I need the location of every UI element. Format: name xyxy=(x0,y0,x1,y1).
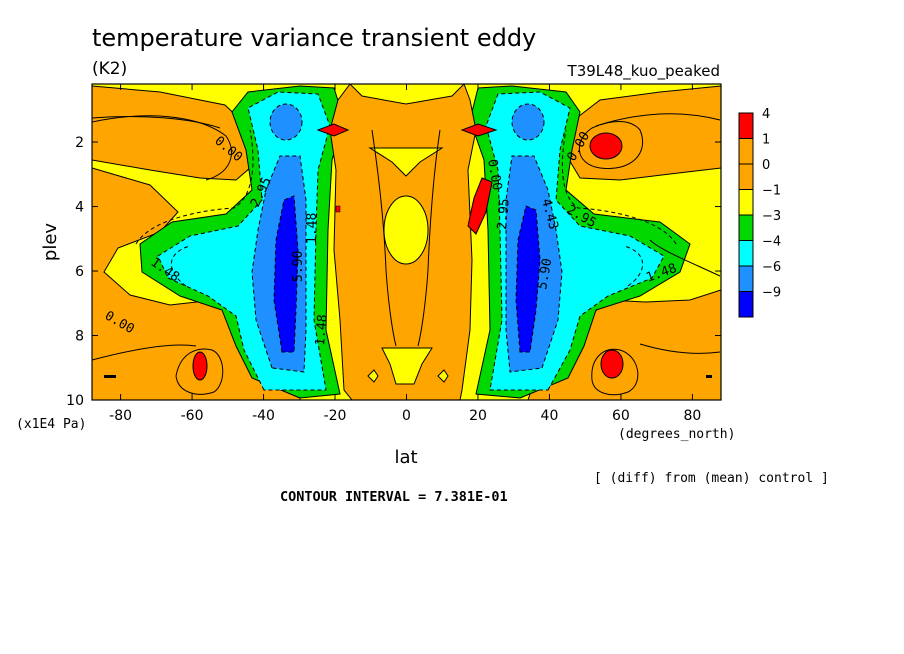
run-label: T39L48_kuo_peaked xyxy=(567,62,720,81)
colorbar-swatch xyxy=(738,189,754,216)
orange-region-nw xyxy=(92,85,251,181)
colorbar-label: −3 xyxy=(762,209,781,224)
deepblue-core-east xyxy=(515,205,541,353)
x-tick-label: -80 xyxy=(109,408,132,424)
colorbar-swatch xyxy=(738,291,754,318)
red-max-se xyxy=(600,349,624,379)
x-axis: -80 -60 -40 -20 0 20 40 60 80 xyxy=(109,84,701,424)
red-max-center-east xyxy=(460,123,498,137)
marker-west xyxy=(104,375,116,378)
y-tick-label: 8 xyxy=(75,329,84,345)
red-max-ne xyxy=(589,132,623,160)
x-tick-label: 40 xyxy=(541,408,559,424)
contour-line xyxy=(639,343,721,354)
contour-line xyxy=(92,115,221,129)
dashed-contours xyxy=(135,129,677,287)
contour-interval: CONTOUR INTERVAL = 7.381E-01 xyxy=(280,489,508,505)
y-axis-units: (x1E4 Pa) xyxy=(16,417,86,432)
colorbar-swatch xyxy=(738,163,754,190)
colorbar-swatch xyxy=(738,240,754,267)
x-tick-label: -40 xyxy=(252,408,275,424)
contour-line xyxy=(649,239,721,277)
yellow-wing-upper xyxy=(368,147,444,177)
contour-line xyxy=(623,245,644,287)
yellow-diamond-se xyxy=(437,369,449,383)
y-tick-label: 10 xyxy=(66,393,84,409)
contour-line xyxy=(561,129,677,245)
y-tick-label: 4 xyxy=(75,200,84,216)
yellow-cap-north xyxy=(349,84,465,105)
x-tick-label: -60 xyxy=(181,408,204,424)
blue-cap-west xyxy=(269,103,303,141)
colorbar: 4 1 0 −1 −3 −4 −6 −9 xyxy=(738,107,781,318)
contour-line xyxy=(591,348,639,396)
colorbar-swatch xyxy=(738,112,754,139)
colorbar-label: 0 xyxy=(762,158,770,173)
marker-east xyxy=(706,375,712,378)
colorbar-label: −1 xyxy=(762,184,781,199)
colorbar-label: 4 xyxy=(762,107,770,122)
colorbar-label: 1 xyxy=(762,133,770,148)
contour-label: 2.95 xyxy=(495,198,513,231)
contour-label: 5.90 xyxy=(535,257,555,290)
colorbar-swatch xyxy=(738,138,754,165)
colorbar-swatch xyxy=(738,214,754,241)
colorbar-label: −9 xyxy=(762,286,781,301)
contour-label: 1.48 xyxy=(305,213,320,244)
colorbar-label: −6 xyxy=(762,260,781,275)
x-axis-units: (degrees_north) xyxy=(618,427,735,442)
x-tick-label: 80 xyxy=(683,408,701,424)
diff-note: [ (diff) from (mean) control ] xyxy=(594,471,829,486)
contour-line xyxy=(92,344,197,361)
yellow-blob-center xyxy=(383,195,429,265)
y-axis-label: plev xyxy=(40,223,61,262)
contour-label: 1.48 xyxy=(313,314,331,347)
blue-cap-east xyxy=(511,103,545,141)
contour-line xyxy=(371,129,397,347)
y-tick-label: 2 xyxy=(75,135,84,151)
contour-field xyxy=(92,84,721,400)
x-tick-label: -20 xyxy=(324,408,347,424)
red-speck-west xyxy=(335,205,341,213)
contour-label: 0.00 xyxy=(484,158,504,191)
x-tick-label: 60 xyxy=(612,408,630,424)
x-tick-label: 0 xyxy=(402,408,411,424)
yellow-diamond-sw xyxy=(367,369,379,383)
units-label: (K2) xyxy=(92,59,127,79)
contour-line xyxy=(170,245,191,287)
colorbar-label: −4 xyxy=(762,235,781,250)
x-tick-label: 20 xyxy=(469,408,487,424)
y-axis: 2 4 6 8 10 xyxy=(66,135,721,409)
red-max-slant xyxy=(467,177,493,235)
red-max-sw xyxy=(192,351,208,381)
contour-line xyxy=(175,348,224,395)
chart-title: temperature variance transient eddy xyxy=(92,24,536,52)
y-tick-label: 6 xyxy=(75,264,84,280)
contour-line xyxy=(92,115,232,181)
deepblue-core-west xyxy=(273,195,299,353)
contour-label: 5.90 xyxy=(291,251,306,282)
contour-lines xyxy=(92,113,721,396)
yellow-wedge-lower xyxy=(381,347,433,385)
red-max-center-west xyxy=(316,123,350,137)
contour-line xyxy=(417,129,441,347)
contour-line xyxy=(135,129,254,245)
colorbar-swatch xyxy=(738,265,754,292)
contour-line xyxy=(578,121,644,170)
x-axis-label: lat xyxy=(394,447,417,468)
